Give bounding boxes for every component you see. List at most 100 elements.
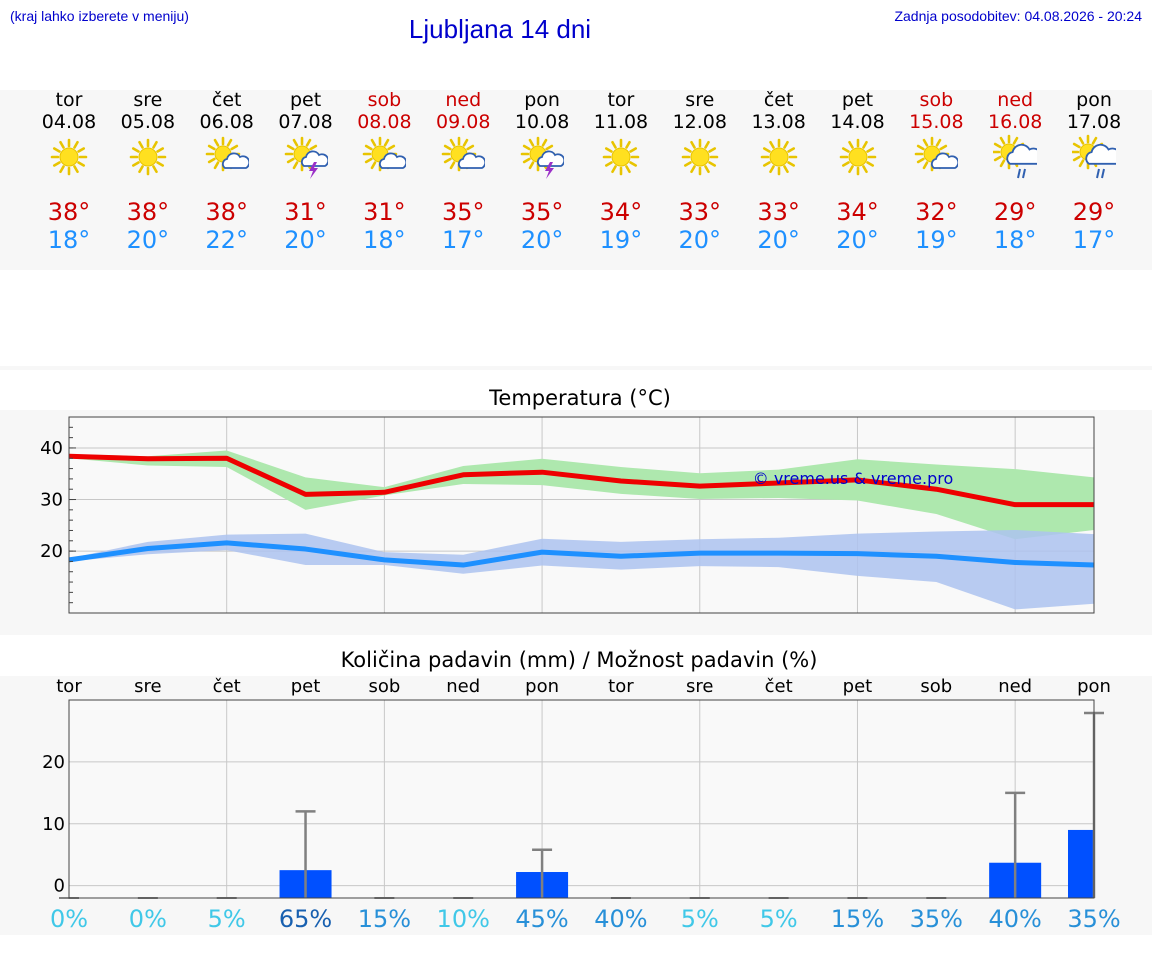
daily-forecast-strip: tor 04.08 38° 18° sre 05.08 38° 20° čet 06.08 38° 2… [0,89,1152,270]
day-label: ned [446,676,480,697]
temp-min: 19° [915,226,958,254]
temp-max: 35° [520,198,564,226]
rain-drop [1022,168,1027,179]
day-date: 11.08 [593,111,649,133]
day-label: čet [765,676,793,697]
temp-max: 34° [599,198,643,226]
temp-max: 29° [993,198,1037,226]
day-name: ned [445,89,482,111]
temp-max: 38° [205,198,248,226]
plot-area [69,700,1094,898]
rain-drop [1017,168,1022,179]
day-column: pet 07.08 31° 20° [266,89,346,254]
cloud-shape [458,152,486,169]
sun-cloud-icon [205,136,249,172]
temp-min: 20° [126,226,170,254]
day-date: 09.08 [436,111,491,133]
day-column: tor 04.08 38° 18° [29,89,109,254]
sun-cloud-icon [363,136,407,172]
day-name: tor [607,89,635,111]
location-hint: (kraj lahko izberete v meniju) [10,8,189,24]
precip-probability: 15% [358,905,411,933]
sun-rain-icon [993,134,1038,179]
y-tick-label: 10 [42,814,65,835]
day-label: sre [134,676,161,697]
temp-max: 33° [757,198,800,226]
rain-drop [1096,168,1101,179]
series-max-band [69,450,1094,540]
sunny-icon [602,138,640,176]
temp-min: 20° [678,226,722,254]
day-column: pon 10.08 35° 20° [502,89,582,254]
plot-frame [68,416,1095,614]
precip-probability: 5% [208,905,246,933]
precip-probability: 0% [129,905,167,933]
sunny-icon [129,138,167,176]
precip-probability: 15% [831,905,884,933]
day-label: tor [56,676,82,697]
temp-max: 38° [47,198,91,226]
temp-max: 35° [441,198,485,226]
day-label: pon [1077,676,1111,697]
day-column: pet 14.08 34° 20° [818,89,898,254]
day-name: pon [524,89,560,111]
temperature-chart-title: Temperatura (°C) [489,386,671,410]
day-column: sre 12.08 33° 20° [660,89,740,254]
precip-probability: 5% [681,905,719,933]
day-name: ned [997,89,1034,111]
series-max-line [68,453,1094,508]
cloud-shape [537,150,565,167]
day-date: 17.08 [1066,111,1122,133]
y-tick-label: 20 [42,752,65,773]
cloud-shape [931,152,959,169]
precip-probability: 65% [279,905,332,933]
temp-min: 18° [993,226,1037,254]
sun-thunderstorm-icon [520,136,565,179]
day-column: čet 13.08 33° 20° [739,89,819,254]
sun-shape [50,138,88,176]
temp-min: 20° [284,226,327,254]
precipitation-chart: tor sre čet pet sob ned pon tor sre čet pet sob ned p… [42,676,1121,933]
temp-max: 34° [836,198,879,226]
day-column: tor 11.08 34° 19° [581,89,661,254]
day-date: 10.08 [514,111,570,133]
precip-probability: 35% [910,905,963,933]
sun-cloud-icon [441,136,486,172]
sun-cloud-icon [915,136,959,172]
day-column: ned 09.08 35° 17° [423,89,503,254]
precip-bar [1068,829,1094,898]
sun-shape [681,138,719,176]
lightning-shape [308,162,318,179]
day-label: tor [608,676,634,697]
sunny-icon [839,138,876,176]
day-name: sre [685,89,715,111]
plot-frame [68,699,1095,899]
temp-min: 20° [520,226,564,254]
day-date: 05.08 [120,111,176,133]
cloud-shape [1085,143,1117,165]
sun-rain-icon [1072,134,1117,179]
y-tick-label: 0 [54,876,65,897]
day-name: sre [133,89,163,111]
day-name: sob [919,89,954,111]
temp-min: 18° [47,226,91,254]
day-date: 13.08 [751,111,806,133]
y-tick-label: 30 [40,490,63,511]
day-date: 06.08 [199,111,254,133]
day-name: sob [367,89,402,111]
lightning-shape [545,162,555,179]
precip-probability: 0% [50,905,88,933]
day-column: sob 15.08 32° 19° [896,89,976,254]
temp-max: 31° [363,198,406,226]
sunny-icon [760,138,797,176]
day-column: sob 08.08 31° 18° [344,89,424,254]
sun-shape [602,138,640,176]
temp-max: 29° [1072,198,1116,226]
precip-probability: 5% [760,905,798,933]
day-label: pet [291,676,321,697]
day-date: 04.08 [41,111,97,133]
precip-probability: 35% [1067,905,1120,933]
series-min-line [68,540,1095,568]
sunny-icon [681,138,719,176]
day-name: pet [289,89,322,111]
